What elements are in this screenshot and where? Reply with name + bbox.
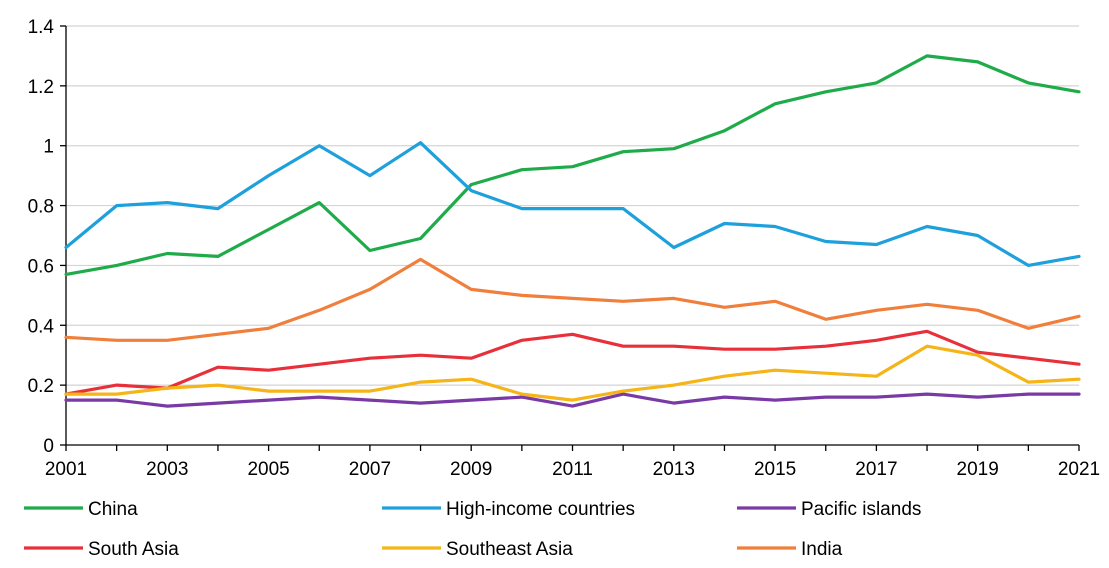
legend-label-south-asia: South Asia [88, 539, 179, 560]
y-tick-label: 1 [43, 137, 54, 158]
y-tick-label: 1.2 [28, 77, 54, 98]
x-tick-label: 2011 [552, 459, 593, 480]
legend-label-pacific-islands: Pacific islands [801, 499, 921, 520]
gridlines [66, 25, 1079, 386]
legend-label-southeast-asia: Southeast Asia [446, 539, 573, 560]
series-line-china [64, 54, 1081, 276]
series-line-pacific-islands [64, 392, 1081, 408]
x-axis-ticks: 2001 2003 2005 2007 2009 2011 2013 2015 2017 2019… [45, 445, 1100, 480]
x-tick-label: 2015 [754, 459, 796, 480]
y-tick-label: 0.2 [28, 376, 54, 397]
axes [65, 26, 1079, 446]
y-axis-ticks: 0 0.2 0.4 0.6 0.8 1 1.2 1.4 [28, 17, 66, 457]
x-tick-label: 2009 [450, 459, 492, 480]
legend: China High-income countries Pacific island… [24, 499, 921, 560]
x-tick-label: 2019 [957, 459, 999, 480]
x-tick-label: 2001 [45, 459, 87, 480]
x-tick-label: 2005 [247, 459, 289, 480]
y-tick-label: 1.4 [28, 17, 55, 38]
x-tick-label: 2003 [146, 459, 188, 480]
x-tick-label: 2021 [1058, 459, 1100, 480]
y-tick-label: 0.4 [28, 316, 55, 337]
legend-label-china: China [88, 499, 138, 520]
series-line-high-income-countries [64, 141, 1081, 267]
series-line-india [64, 257, 1081, 342]
series-line-south-asia [64, 329, 1081, 396]
legend-label-india: India [801, 539, 843, 560]
y-tick-label: 0 [43, 436, 54, 457]
legend-label-high-income-countries: High-income countries [446, 499, 635, 520]
x-tick-label: 2007 [349, 459, 391, 480]
y-tick-label: 0.6 [28, 256, 54, 277]
x-tick-label: 2017 [855, 459, 897, 480]
x-tick-label: 2013 [653, 459, 695, 480]
y-tick-label: 0.8 [28, 197, 54, 218]
series-line-southeast-asia [64, 344, 1081, 402]
series-lines [64, 54, 1081, 408]
